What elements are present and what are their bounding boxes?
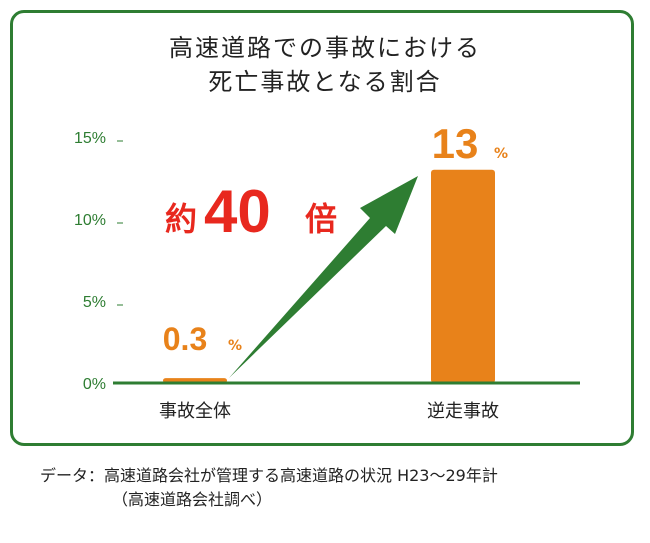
x-category-label: 事故全体 — [159, 401, 231, 422]
data-label: 13 — [432, 120, 479, 167]
y-tick-label: 10% — [74, 212, 106, 229]
y-tick-label: 0% — [83, 376, 106, 393]
data-source-note: データ：高速道路会社が管理する高速道路の状況 H23〜29年計 — [40, 466, 498, 485]
bar — [431, 169, 495, 383]
y-tick-label: 5% — [83, 294, 106, 311]
annotation-prefix: 約 — [165, 200, 197, 238]
data-label: 0.3 — [163, 321, 207, 357]
data-label-unit: % — [228, 338, 242, 354]
data-source-note-2: （高速道路会社調べ） — [112, 490, 273, 509]
chart-title-line1: 高速道路での事故における — [169, 34, 481, 62]
chart-frame — [10, 10, 634, 446]
growth-arrow — [229, 176, 418, 378]
annotation-number: 40 — [204, 178, 271, 245]
x-category-label: 逆走事故 — [427, 401, 499, 422]
annotation-suffix: 倍 — [305, 200, 337, 238]
data-label-unit: % — [494, 146, 508, 162]
chart-title-line2: 死亡事故となる割合 — [208, 68, 442, 96]
y-tick-label: 15% — [74, 130, 106, 147]
